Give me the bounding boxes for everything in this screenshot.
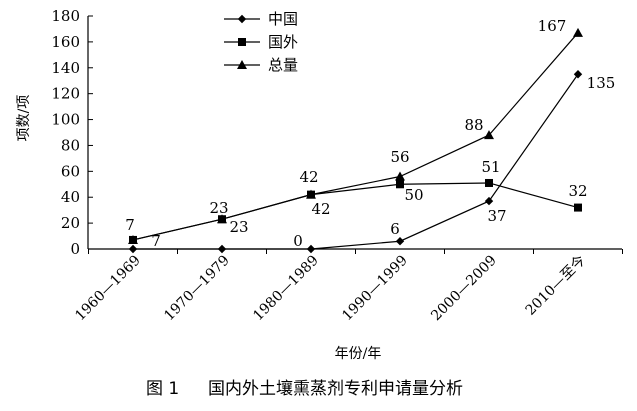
series-line-diamond <box>133 73 579 250</box>
data-point-square <box>574 203 582 212</box>
data-label-triangle: 42 <box>299 168 318 186</box>
legend-marker-diamond <box>237 14 247 24</box>
y-tick-label: 160 <box>51 33 80 51</box>
legend-marker-triangle <box>237 60 247 69</box>
y-tick-label: 100 <box>51 111 80 129</box>
legend-label: 总量 <box>268 56 298 74</box>
x-tick-label: 1960—1969 <box>72 253 144 325</box>
data-point-triangle <box>306 189 316 199</box>
data-label-square: 23 <box>229 218 248 236</box>
legend-label: 中国 <box>268 10 298 28</box>
data-point-triangle <box>573 27 583 37</box>
x-tick-label: 1980—1989 <box>250 253 322 325</box>
data-point-diamond <box>306 244 316 254</box>
y-ticks: 0 20 40 60 80 100 120 140 160 180 <box>51 7 93 258</box>
data-point-diamond <box>395 237 405 246</box>
data-point-diamond <box>484 196 494 206</box>
data-label-square: 7 <box>151 232 161 250</box>
data-label-triangle: 167 <box>538 17 567 35</box>
data-point-square <box>396 180 404 189</box>
data-label-square: 50 <box>404 186 423 204</box>
x-tick-label: 2010—至今 <box>523 253 589 319</box>
x-ticks: 1960—1969 1970—1979 1980—1989 1990—1999 2000… <box>72 249 623 325</box>
x-tick-label: 2000—2009 <box>428 253 500 325</box>
series-markers <box>128 27 583 254</box>
y-axis-title: 项数/项 <box>16 95 32 142</box>
data-point-triangle <box>217 214 227 224</box>
x-tick-label: 1970—1979 <box>161 253 233 325</box>
data-label-triangle: 88 <box>464 116 483 134</box>
data-point-diamond <box>217 244 227 254</box>
data-point-diamond <box>128 244 138 254</box>
series-line-square <box>132 182 579 241</box>
data-labels: 0 6 37 135 7 23 42 50 51 32 7 23 42 56 88 167 <box>125 17 615 250</box>
data-label-diamond: 37 <box>487 207 506 225</box>
data-point-triangle <box>484 130 494 140</box>
legend-label: 国外 <box>268 33 298 51</box>
y-tick-label: 180 <box>51 7 80 25</box>
y-tick-label: 40 <box>61 188 80 206</box>
y-tick-label: 0 <box>70 240 80 258</box>
data-label-triangle: 56 <box>390 148 409 166</box>
data-point-triangle <box>128 234 138 244</box>
data-label-triangle: 23 <box>209 199 228 217</box>
data-label-diamond: 6 <box>390 220 400 238</box>
figure-caption: 国内外土壤熏蒸剂专利申请量分析 <box>208 378 463 399</box>
figure-caption-prefix: 图 1 <box>146 379 179 399</box>
data-point-diamond <box>573 70 583 79</box>
legend-marker-square <box>238 38 246 46</box>
data-point-triangle <box>395 171 405 181</box>
y-tick-label: 20 <box>61 214 80 232</box>
series-line-triangle <box>132 32 579 241</box>
data-label-triangle: 7 <box>125 216 135 234</box>
data-label-square: 51 <box>481 158 500 176</box>
y-tick-label: 60 <box>61 162 80 180</box>
y-tick-label: 140 <box>51 59 80 77</box>
data-label-square: 42 <box>311 200 330 218</box>
data-label-diamond: 0 <box>293 232 303 250</box>
data-label-diamond: 135 <box>587 74 616 92</box>
series-lines <box>132 32 579 250</box>
x-axis-title: 年份/年 <box>335 346 382 362</box>
y-tick-label: 80 <box>61 136 80 154</box>
axes <box>87 16 622 250</box>
y-tick-label: 120 <box>51 85 80 103</box>
data-label-square: 32 <box>568 182 587 200</box>
x-tick-label: 1990—1999 <box>339 253 411 325</box>
data-point-square <box>485 178 493 187</box>
